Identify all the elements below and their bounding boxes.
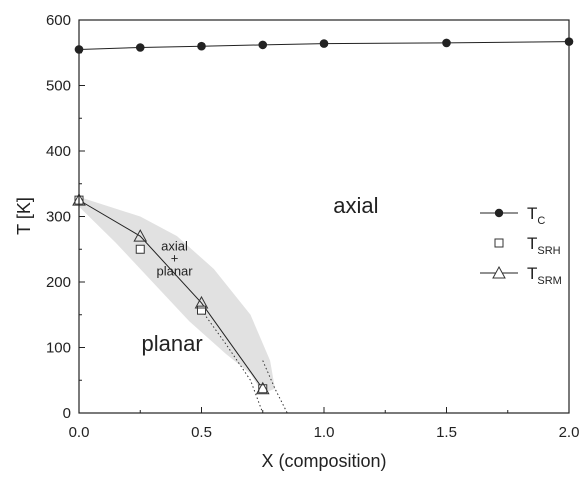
y-axis-title: T [K] (14, 197, 34, 235)
point-tc-3 (258, 40, 268, 50)
legend-label-tsrm: T (527, 264, 537, 283)
legend-marker-tsrm (492, 265, 506, 279)
point-tc-1 (135, 43, 145, 52)
legend-item-tc: TC (480, 204, 545, 227)
svg-text:TSRH: TSRH (527, 234, 561, 257)
series-line-tsrm (78, 199, 264, 390)
x-tick-label-1: 0.5 (191, 424, 212, 441)
x-tick-label-3: 1.5 (436, 424, 457, 441)
point-tc-4 (319, 39, 329, 48)
legend-marker-tc (494, 208, 504, 218)
region-label-3: + (171, 250, 179, 265)
svg-text:TC: TC (527, 204, 545, 227)
legend-item-tsrh: TSRH (494, 234, 561, 257)
legend-marker-tsrh (494, 238, 504, 248)
y-tick-label-0: 0 (63, 405, 71, 422)
legend-label-tc: T (527, 204, 537, 223)
point-tsrm-2 (194, 295, 209, 309)
y-tick-label-6: 600 (46, 12, 71, 29)
legend-label-tsrm-sub: SRM (537, 275, 561, 287)
point-tsrh-1 (135, 244, 145, 254)
dotted-boundary-1 (262, 360, 288, 414)
x-tick-label-0: 0.0 (69, 424, 90, 441)
y-tick-label-4: 400 (46, 143, 71, 160)
legend-label-tc-sub: C (537, 215, 545, 227)
point-tc-2 (197, 41, 206, 51)
svg-text:TSRM: TSRM (527, 264, 562, 287)
x-axis-title: X (composition) (261, 451, 386, 471)
point-tsrh-2 (197, 305, 206, 315)
region-label-2: axial (161, 239, 188, 254)
y-tick-label-3: 300 (46, 209, 71, 226)
legend-label-tsrh-sub: SRH (537, 245, 560, 257)
point-tsrh-3 (258, 384, 268, 394)
x-tick-label-4: 2.0 (559, 424, 580, 441)
y-tick-label-5: 500 (46, 78, 71, 95)
point-tsrm-1 (133, 229, 148, 242)
dotted-boundary-0 (201, 309, 264, 414)
legend-label-tsrh: T (527, 234, 537, 253)
y-tick-label-1: 100 (46, 340, 71, 357)
y-tick-label-2: 200 (46, 274, 71, 291)
point-tc-5 (442, 38, 451, 48)
region-label-4: planar (156, 263, 193, 278)
legend-item-tsrm: TSRM (480, 264, 562, 287)
point-tsrm-3 (255, 381, 270, 395)
region-label-0: axial (333, 193, 378, 218)
legend: TC TSRH TSRM (480, 204, 562, 287)
region-label-1: planar (142, 331, 203, 356)
x-tick-label-2: 1.0 (314, 424, 335, 441)
mixed-phase-band (79, 196, 275, 394)
